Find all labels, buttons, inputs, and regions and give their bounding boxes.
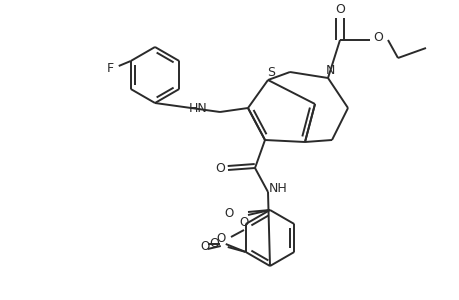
Text: F: F bbox=[107, 61, 114, 74]
Text: S: S bbox=[266, 65, 274, 79]
Text: NH: NH bbox=[268, 182, 287, 196]
Text: O: O bbox=[215, 161, 224, 175]
Text: O: O bbox=[372, 31, 382, 44]
Text: HN: HN bbox=[189, 101, 207, 115]
Text: O: O bbox=[239, 217, 248, 230]
Text: O: O bbox=[216, 232, 225, 245]
Text: O: O bbox=[200, 241, 209, 254]
Text: O: O bbox=[224, 208, 234, 220]
Text: O: O bbox=[334, 2, 344, 16]
Text: O: O bbox=[208, 238, 218, 250]
Text: N: N bbox=[325, 64, 334, 76]
